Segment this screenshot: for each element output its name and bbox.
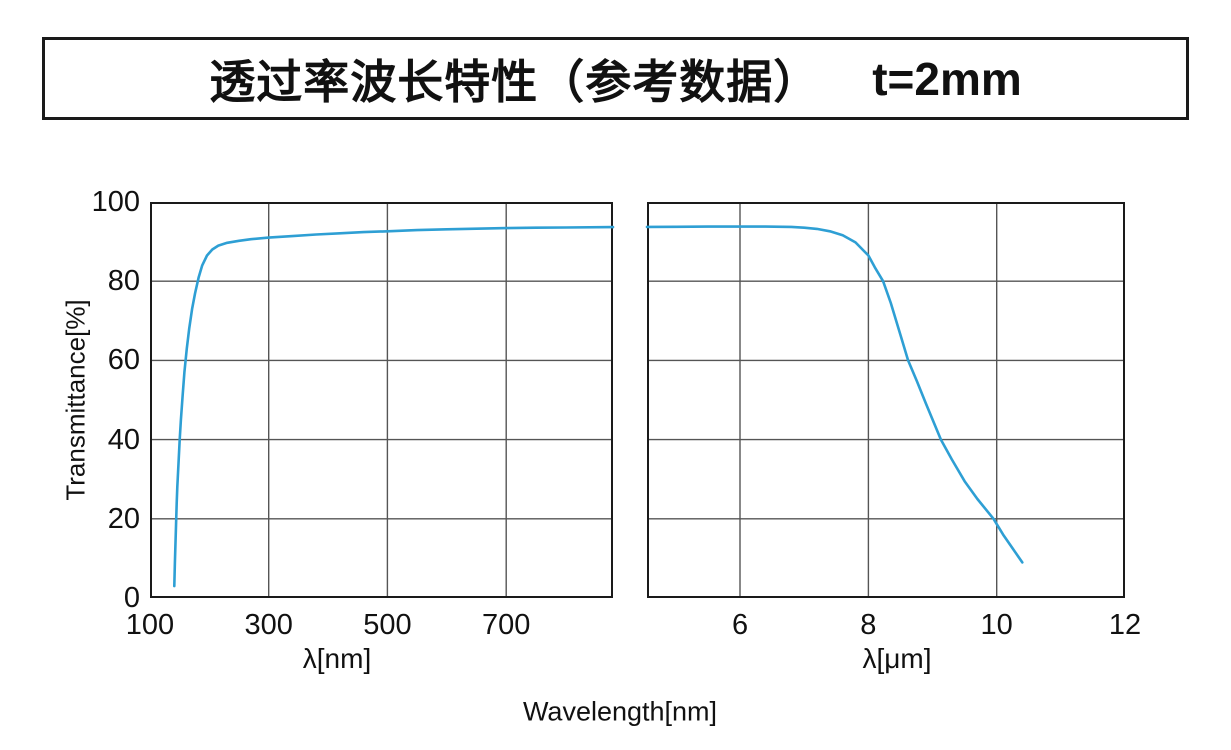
plot-frame [647, 202, 1125, 598]
y-tick-label: 80 [107, 265, 140, 298]
transmittance-curve [172, 225, 615, 588]
y-tick-label: 20 [107, 502, 140, 535]
y-axis-label: Transmittance[%] [60, 299, 91, 501]
x-tick-label: 100 [125, 609, 175, 641]
x-tick-label: 10 [980, 609, 1013, 641]
x-tick-label: 8 [860, 609, 877, 641]
x-tick-label: 700 [481, 609, 531, 641]
y-tick-label: 0 [123, 582, 140, 614]
y-tick-label: 100 [91, 186, 140, 218]
x-axis-label-nm: λ[nm] [302, 643, 372, 674]
plot-frame [150, 202, 613, 598]
x-axis-label-um: λ[μm] [862, 643, 932, 674]
x-axis-label-wavelength: Wavelength[nm] [522, 696, 718, 727]
uv-vis-plot-area [150, 202, 615, 598]
x-tick-label: 12 [1108, 609, 1142, 641]
y-tick-label: 60 [107, 344, 140, 377]
chart-title: 透过率波长特性（参考数据） [209, 55, 821, 108]
thickness-label: t=2mm [872, 52, 1022, 105]
ir-plot-area [645, 202, 1125, 598]
x-tick-label: 500 [363, 609, 412, 641]
transmittance-curve [645, 225, 1024, 564]
x-tick-label: 300 [244, 609, 293, 641]
y-tick-label: 40 [107, 423, 140, 456]
title-box: 透过率波长特性（参考数据） t=2mm [42, 37, 1189, 120]
x-tick-label: 6 [731, 609, 749, 641]
